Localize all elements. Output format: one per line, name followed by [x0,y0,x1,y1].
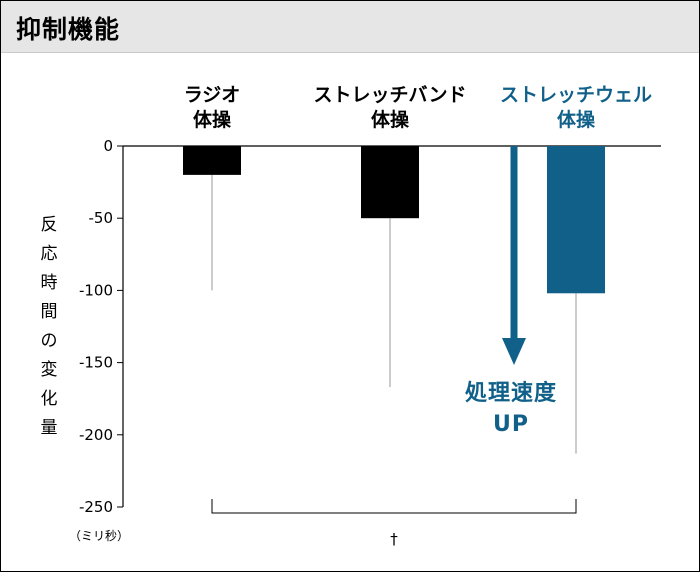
category-label: 体操 [371,108,410,131]
y-axis-label-char: 間 [41,302,58,322]
improvement-arrow-head [502,338,526,365]
category-label: 体操 [557,108,596,131]
y-tick-label: -200 [79,426,113,444]
bar-chart: 0-50-100-150-200-250反応時間の変化量（ミリ秒）ラジオ体操スト… [41,84,661,548]
y-axis-label-char: 反 [41,215,58,235]
significance-mark: † [390,530,398,548]
bar [361,146,419,219]
y-axis-unit: （ミリ秒） [69,529,129,543]
y-axis-label-char: 変 [41,360,58,380]
panel-title: 抑制機能 [16,15,121,44]
significance-bracket [211,499,577,514]
y-axis-label-char: 時 [41,273,58,293]
y-axis-label-char: 応 [41,244,58,264]
y-tick-label: -50 [89,209,114,227]
annotation-text: UP [493,412,529,437]
bar [183,146,241,175]
category-label: 体操 [193,108,232,131]
category-label: ストレッチウェル [500,84,652,106]
y-tick-label: -100 [79,281,113,299]
y-axis-label-char: の [41,331,58,351]
y-tick-label: 0 [103,137,113,155]
y-axis-label-char: 量 [41,418,58,438]
annotation-text: 処理速度 [465,380,557,406]
y-tick-label: -150 [79,354,113,372]
category-label: ラジオ [184,84,241,106]
header-bar: 抑制機能 [1,1,699,53]
y-tick-label: -250 [79,498,113,516]
y-axis-label-char: 化 [41,389,58,409]
bar [547,146,605,294]
category-label: ストレッチバンド [314,84,467,106]
